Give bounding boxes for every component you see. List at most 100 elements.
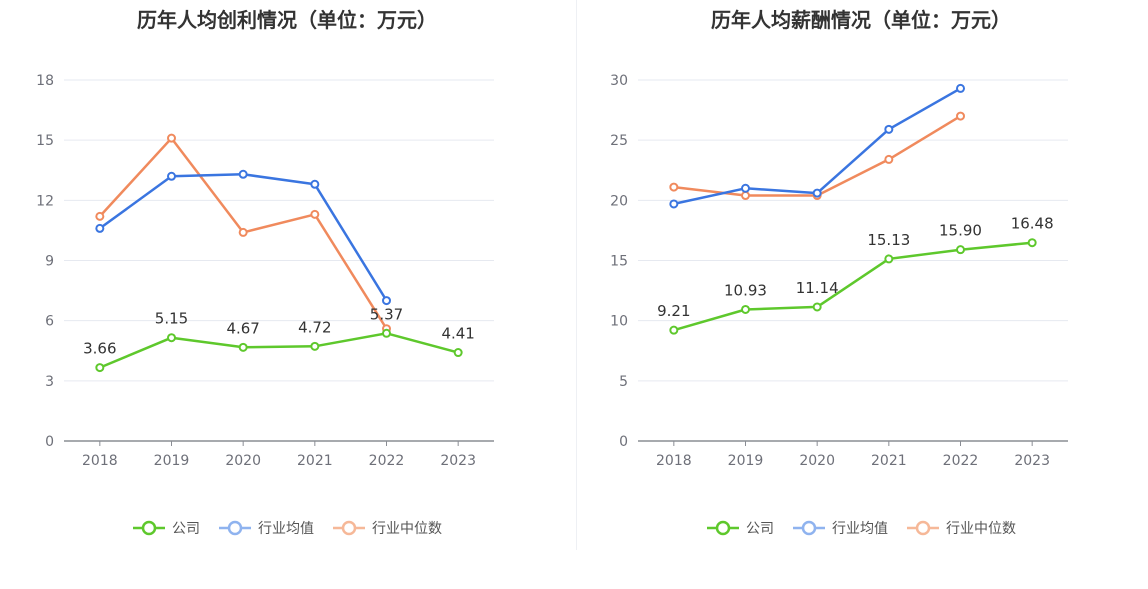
legend-item-industry-median[interactable]: 行业中位数 [332, 518, 442, 538]
legend-line-circle-icon [707, 520, 739, 536]
data-point-company [884, 254, 894, 264]
x-tick-label: 2018 [82, 453, 118, 469]
legend-label: 行业中位数 [946, 521, 1016, 537]
data-point-company [453, 348, 463, 358]
legend-line-circle-icon [333, 520, 365, 536]
data-label: 4.41 [441, 325, 474, 343]
data-point-industry-avg [238, 169, 248, 179]
legend-label: 行业均值 [832, 521, 888, 537]
data-point-industry-median [238, 227, 248, 237]
data-point-industry-avg [956, 83, 965, 93]
data-label: 11.14 [796, 279, 839, 297]
y-tick-label: 15 [610, 254, 628, 270]
y-tick-label: 0 [619, 434, 628, 450]
data-point-industry-avg [382, 296, 391, 306]
chart-legend: 公司 行业均值 行业中位数 [0, 518, 574, 538]
data-label: 3.66 [83, 340, 116, 358]
y-tick-label: 25 [610, 133, 628, 149]
x-tick-label: 2023 [440, 453, 476, 469]
data-point-industry-avg [741, 183, 750, 193]
data-point-industry-median [167, 133, 176, 143]
data-point-company [167, 333, 176, 343]
y-tick-label: 15 [36, 133, 54, 149]
x-tick-label: 2022 [369, 453, 405, 469]
legend-line-circle-icon [219, 520, 251, 536]
legend-label: 公司 [172, 521, 200, 537]
y-tick-label: 3 [45, 374, 54, 390]
y-tick-label: 10 [610, 314, 628, 330]
data-label: 10.93 [724, 281, 767, 299]
data-label: 15.90 [939, 222, 982, 240]
y-tick-label: 18 [36, 73, 54, 89]
legend-label: 行业中位数 [372, 521, 442, 537]
legend-item-industry-avg[interactable]: 行业均值 [218, 518, 314, 538]
legend-line-circle-icon [133, 520, 165, 536]
salary-line-chart: 0 5 10 15 20 25 30 2018 2019 2020 2021 2022 2023 9.21… [610, 73, 1068, 469]
data-label: 9.21 [657, 302, 690, 320]
x-tick-label: 2019 [728, 453, 764, 469]
data-point-industry-median [884, 154, 894, 164]
data-point-industry-avg [95, 223, 105, 233]
y-tick-label: 5 [619, 374, 628, 390]
legend-item-company[interactable]: 公司 [132, 518, 200, 538]
y-tick-label: 6 [45, 314, 54, 330]
legend-label: 行业均值 [258, 521, 314, 537]
data-label: 4.67 [226, 319, 259, 337]
legend-item-company[interactable]: 公司 [706, 518, 774, 538]
profit-per-capita-panel: 历年人均创利情况（单位：万元） 0 3 6 9 12 15 18 2018 2019 2020 20… [0, 8, 574, 538]
legend-line-circle-icon [907, 520, 939, 536]
series-line-company [673, 241, 1033, 332]
x-tick-label: 2020 [799, 453, 835, 469]
x-tick-label: 2023 [1014, 453, 1050, 469]
y-tick-label: 0 [45, 434, 54, 450]
data-point-industry-median [95, 211, 105, 221]
data-point-industry-median [741, 191, 750, 201]
series-line-industry-median [673, 115, 962, 197]
data-point-company [956, 245, 965, 255]
x-tick-label: 2018 [656, 453, 692, 469]
x-tick-label: 2020 [225, 453, 261, 469]
data-point-company [1027, 238, 1037, 248]
legend-line-circle-icon [793, 520, 825, 536]
data-point-company [310, 341, 320, 351]
y-tick-label: 9 [45, 254, 54, 270]
series-line-industry-avg [99, 173, 388, 302]
data-point-industry-avg [669, 199, 679, 209]
series-line-industry-avg [673, 87, 962, 206]
data-point-industry-median [669, 182, 679, 192]
salary-per-capita-panel: 历年人均薪酬情况（单位：万元） 0 5 10 15 20 25 30 2018 2019 2020… [574, 0, 1148, 589]
legend-item-industry-avg[interactable]: 行业均值 [792, 518, 888, 538]
legend-item-industry-median[interactable]: 行业中位数 [906, 518, 1016, 538]
data-point-industry-median [956, 111, 965, 121]
data-label: 5.37 [370, 305, 403, 323]
data-point-company [812, 302, 822, 312]
data-point-company [238, 342, 248, 352]
y-tick-label: 20 [610, 193, 628, 209]
chart-legend: 公司 行业均值 行业中位数 [574, 518, 1148, 538]
data-point-industry-median [310, 209, 320, 219]
data-point-industry-avg [167, 171, 176, 181]
series-line-company [99, 332, 459, 369]
data-point-company [669, 325, 679, 335]
chart-title: 历年人均薪酬情况（单位：万元） [711, 8, 1011, 32]
chart-title: 历年人均创利情况（单位：万元） [137, 8, 437, 32]
data-point-company [382, 328, 391, 338]
legend-label: 公司 [746, 521, 774, 537]
data-label: 5.15 [155, 310, 188, 328]
data-point-industry-avg [884, 124, 894, 134]
x-tick-label: 2021 [871, 453, 907, 469]
data-label: 16.48 [1011, 215, 1054, 233]
profit-line-chart: 0 3 6 9 12 15 18 2018 2019 2020 2021 2022 2023 3.66 5.… [36, 73, 494, 469]
y-tick-label: 30 [610, 73, 628, 89]
data-label: 4.72 [298, 318, 331, 336]
x-tick-label: 2019 [154, 453, 190, 469]
x-tick-label: 2021 [297, 453, 333, 469]
x-tick-label: 2022 [943, 453, 979, 469]
data-point-industry-avg [812, 188, 822, 198]
data-point-company [95, 363, 105, 373]
data-label: 15.13 [867, 231, 910, 249]
panel-divider [576, 0, 577, 550]
data-point-company [741, 304, 750, 314]
y-tick-label: 12 [36, 193, 54, 209]
data-point-industry-avg [310, 179, 320, 189]
